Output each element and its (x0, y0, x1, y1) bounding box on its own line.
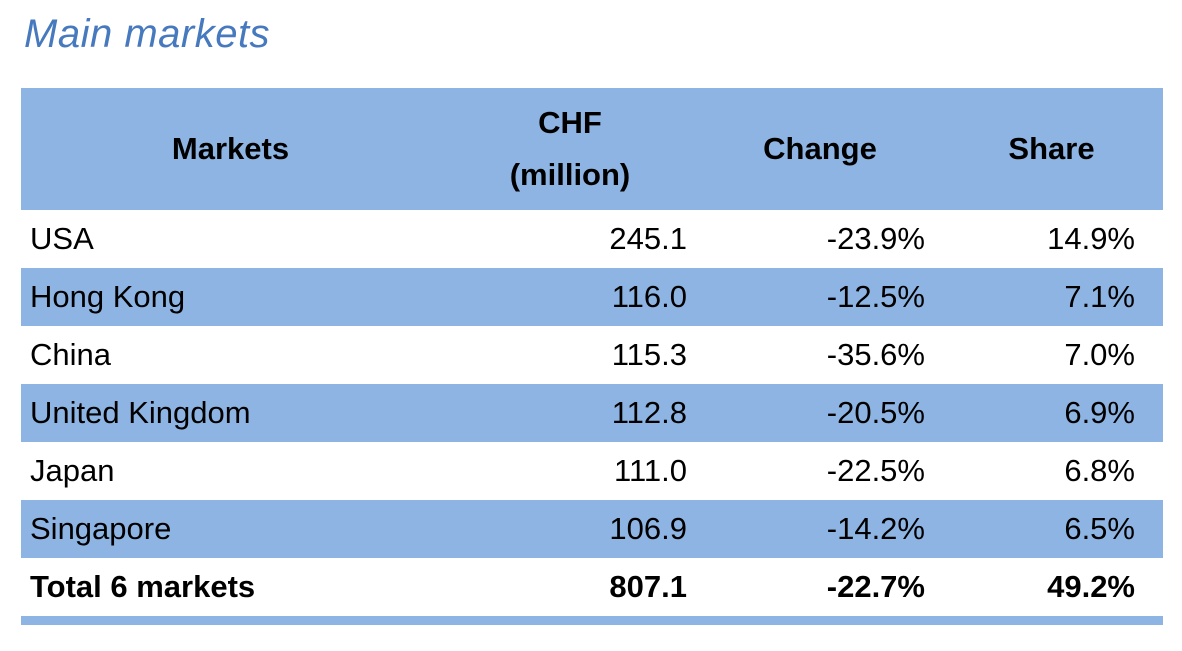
main-markets-table: Markets CHF (million) Change Share USA 2… (21, 88, 1163, 616)
cell-market: Hong Kong (21, 268, 440, 326)
table-bottom-border (21, 616, 1163, 625)
cell-market: Japan (30, 453, 115, 488)
cell-market: United Kingdom (21, 384, 440, 442)
cell-change: -22.5% (826, 453, 925, 488)
cell-change: -35.6% (826, 337, 925, 372)
table-row-china: China 115.3 -35.6% 7.0% (21, 326, 1163, 384)
header-cell-markets: Markets (21, 88, 440, 210)
cell-chf: 106.9 (440, 500, 700, 558)
cell-chf: 116.0 (440, 268, 700, 326)
cell-total-chf: 807.1 (440, 558, 700, 616)
cell-market: USA (30, 221, 94, 256)
header-chf-line1: CHF (538, 105, 602, 140)
header-chf-line2: (million) (509, 157, 631, 192)
table-row-singapore: Singapore 106.9 -14.2% 6.5% (21, 500, 1163, 558)
cell-chf: 111.0 (614, 453, 687, 488)
cell-change: -23.9% (826, 221, 925, 256)
page-title: Main markets (24, 12, 271, 56)
cell-total-label: Total 6 markets (21, 558, 440, 616)
cell-chf: 115.3 (611, 337, 687, 372)
cell-share: 6.9% (940, 384, 1163, 442)
cell-market: China (30, 337, 111, 372)
cell-share: 7.1% (940, 268, 1163, 326)
cell-share: 6.8% (1064, 453, 1135, 488)
header-cell-change: Change (700, 88, 940, 210)
cell-change: -14.2% (700, 500, 940, 558)
table-row-united-kingdom: United Kingdom 112.8 -20.5% 6.9% (21, 384, 1163, 442)
cell-market: Singapore (21, 500, 440, 558)
table-row-japan: Japan 111.0 -22.5% 6.8% (21, 442, 1163, 500)
table-row-total: Total 6 markets 807.1 -22.7% 49.2% (21, 558, 1163, 616)
cell-chf: 112.8 (440, 384, 700, 442)
header-cell-share: Share (940, 88, 1163, 210)
cell-change: -12.5% (700, 268, 940, 326)
cell-total-change: -22.7% (700, 558, 940, 616)
cell-share: 14.9% (1047, 221, 1135, 256)
table-row-usa: USA 245.1 -23.9% 14.9% (21, 210, 1163, 268)
cell-share: 6.5% (940, 500, 1163, 558)
table-row-hong-kong: Hong Kong 116.0 -12.5% 7.1% (21, 268, 1163, 326)
header-cell-chf-million: CHF (million) (440, 88, 700, 210)
main-markets-table-wrapper: Markets CHF (million) Change Share USA 2… (21, 88, 1163, 625)
cell-total-share: 49.2% (940, 558, 1163, 616)
table-header-row: Markets CHF (million) Change Share (21, 88, 1163, 210)
cell-share: 7.0% (1064, 337, 1135, 372)
cell-chf: 245.1 (609, 221, 687, 256)
cell-change: -20.5% (700, 384, 940, 442)
